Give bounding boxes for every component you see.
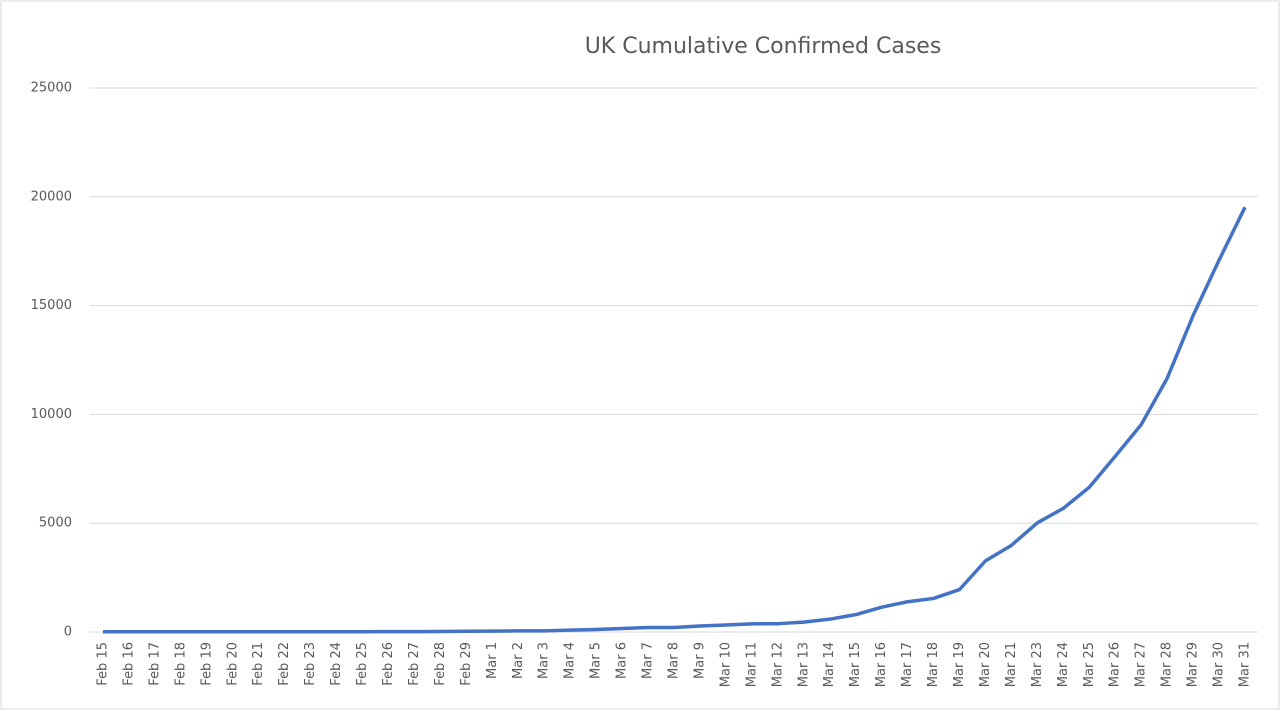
x-tick-label: Mar 17 [900,642,915,687]
x-tick-label: Mar 8 [667,642,682,679]
y-tick-label: 10000 [31,407,72,422]
x-tick-label: Mar 6 [615,642,630,679]
x-tick-label: Feb 28 [433,642,448,686]
x-tick-label: Feb 25 [355,642,370,686]
x-tick-label: Mar 14 [822,642,837,687]
x-tick-label: Mar 9 [692,642,707,679]
x-tick-label: Mar 31 [1238,642,1253,687]
x-tick-label: Mar 4 [563,642,578,679]
chart-title: UK Cumulative Confirmed Cases [585,34,942,59]
y-tick-label: 0 [64,625,72,640]
x-tick-label: Feb 26 [381,642,396,686]
y-tick-label: 15000 [31,298,72,313]
x-tick-label: Feb 22 [277,642,292,686]
x-tick-label: Feb 20 [225,642,240,686]
x-tick-label: Mar 5 [589,642,604,679]
x-tick-label: Mar 15 [848,642,863,687]
x-tick-label: Mar 1 [485,642,500,679]
x-tick-label: Mar 19 [952,642,967,687]
data-line [102,206,1247,634]
x-tick-label: Mar 2 [511,642,526,679]
x-tick-label: Mar 29 [1186,642,1201,687]
x-tick-label: Feb 15 [95,642,110,686]
x-tick-label: Feb 16 [121,642,136,686]
x-tick-label: Feb 29 [459,642,474,686]
x-tick-label: Mar 18 [926,642,941,687]
x-tick-label: Mar 24 [1056,642,1071,687]
x-tick-label: Mar 26 [1108,642,1123,687]
y-tick-label: 5000 [39,516,72,531]
x-tick-label: Mar 3 [537,642,552,679]
x-tick-label: Feb 17 [147,642,162,686]
x-tick-label: Mar 28 [1160,642,1175,687]
x-tick-label: Mar 11 [744,642,759,687]
x-tick-label: Feb 23 [303,642,318,686]
x-tick-label: Mar 10 [718,642,733,687]
x-tick-label: Mar 21 [1004,642,1019,687]
x-tick-label: Mar 16 [874,642,889,687]
x-tick-label: Feb 18 [173,642,188,686]
x-tick-label: Mar 20 [978,642,993,687]
x-tick-label: Mar 13 [796,642,811,687]
x-tick-label: Mar 23 [1030,642,1045,687]
x-tick-label: Feb 24 [329,642,344,686]
x-tick-label: Mar 30 [1212,642,1227,687]
y-tick-label: 20000 [31,189,72,204]
x-tick-label: Feb 19 [199,642,214,686]
x-tick-label: Mar 25 [1082,642,1097,687]
x-tick-label: Mar 27 [1134,642,1149,687]
x-tick-label: Feb 21 [251,642,266,686]
x-tick-label: Feb 27 [407,642,422,686]
x-tick-label: Mar 12 [770,642,785,687]
y-tick-label: 25000 [31,81,72,96]
x-tick-label: Mar 7 [641,642,656,679]
